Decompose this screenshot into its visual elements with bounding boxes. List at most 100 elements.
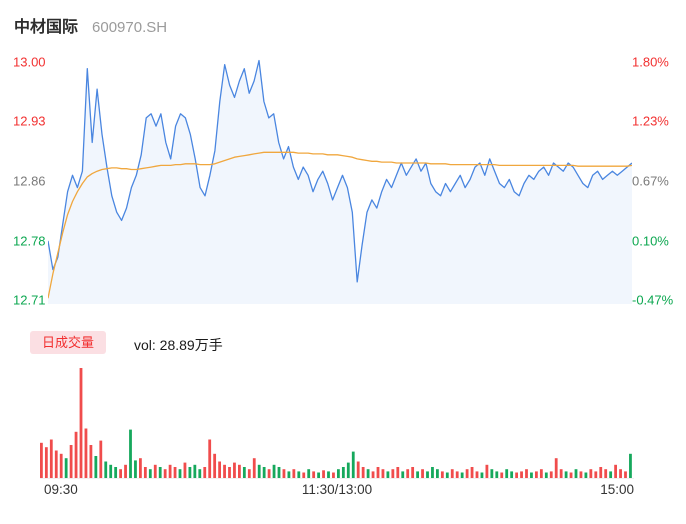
volume-bar	[124, 464, 127, 478]
volume-bar	[614, 464, 617, 478]
volume-bar	[604, 469, 608, 478]
volume-bar	[134, 460, 137, 478]
volume-bar	[609, 471, 613, 478]
volume-bar	[139, 458, 142, 478]
volume-bar	[44, 447, 48, 478]
volume-bar	[450, 469, 454, 478]
volume-bar	[436, 469, 439, 478]
volume-bar	[337, 469, 340, 478]
volume-bar	[391, 469, 395, 478]
volume-bar	[198, 469, 202, 478]
volume-bar	[421, 469, 424, 478]
volume-bar	[579, 471, 583, 478]
volume-bar	[158, 467, 162, 478]
price-axis-label: 12.71	[13, 292, 46, 308]
volume-bar	[401, 471, 405, 478]
volume-total-label: vol: 28.89万手	[134, 337, 223, 353]
volume-bar	[208, 439, 212, 478]
volume-bar	[40, 442, 43, 478]
volume-bar	[114, 467, 118, 478]
volume-bar	[351, 451, 355, 478]
volume-bar	[173, 467, 177, 478]
volume-bar	[539, 469, 543, 478]
volume-bar	[267, 469, 271, 478]
price-line	[48, 59, 632, 283]
volume-bar	[302, 472, 306, 478]
volume-bar	[619, 469, 622, 478]
volume-bar	[455, 471, 459, 478]
volume-bar	[510, 471, 514, 478]
volume-bar	[64, 458, 68, 478]
volume-bar	[440, 471, 444, 478]
volume-bar	[49, 439, 53, 478]
volume-bar	[79, 368, 83, 478]
percent-axis-label: 1.80%	[632, 54, 669, 70]
volume-bar	[317, 472, 320, 478]
volume-bar	[549, 471, 553, 478]
volume-bar	[584, 472, 588, 478]
volume-bar	[109, 464, 113, 478]
volume-bar	[228, 467, 231, 478]
volume-bar	[218, 461, 221, 478]
volume-bar	[183, 462, 187, 478]
volume-bar	[515, 472, 518, 478]
percent-axis-label: -0.47%	[632, 292, 674, 308]
volume-bar	[460, 472, 464, 478]
volume-bar	[465, 469, 469, 478]
volume-bar	[59, 453, 63, 478]
volume-bar	[426, 471, 429, 478]
price-chart[interactable]	[48, 58, 632, 304]
volume-bar	[490, 469, 494, 478]
volume-bar	[94, 456, 98, 478]
volume-bar	[356, 461, 360, 478]
volume-bar	[530, 472, 533, 478]
volume-bar	[361, 467, 365, 478]
volume-bar	[119, 469, 122, 478]
volume-bar	[500, 472, 504, 478]
volume-bar	[485, 464, 489, 478]
volume-bar	[332, 472, 335, 478]
volume-bar	[569, 472, 573, 478]
volume-bar	[223, 464, 226, 478]
volume-bar	[559, 469, 563, 478]
volume-bar	[396, 467, 400, 478]
volume-bar	[480, 472, 484, 478]
volume-bar	[411, 467, 415, 478]
volume-bar	[371, 471, 375, 478]
volume-tab[interactable]: 日成交量	[30, 331, 107, 354]
volume-bar	[599, 467, 603, 478]
volume-bar	[475, 471, 479, 478]
volume-bar	[525, 469, 528, 478]
volume-bar	[292, 469, 296, 478]
volume-bar	[376, 467, 380, 478]
volume-bar	[322, 470, 325, 478]
volume-bar	[277, 467, 281, 478]
volume-bar	[178, 469, 182, 478]
volume-bar	[629, 453, 632, 478]
volume-bar	[564, 471, 568, 478]
volume-bar	[257, 464, 261, 478]
volume-bar	[445, 472, 449, 478]
volume-bar	[297, 471, 301, 478]
volume-bar	[346, 462, 350, 478]
volume-chart[interactable]	[40, 366, 634, 478]
volume-bar	[312, 471, 316, 478]
volume-bar	[238, 464, 241, 478]
volume-bar	[233, 462, 236, 478]
volume-baseline	[40, 478, 634, 479]
price-axis-label: 12.93	[13, 113, 46, 129]
time-axis-label-open: 09:30	[44, 482, 78, 497]
volume-bar	[470, 467, 474, 478]
volume-bar	[188, 467, 192, 478]
volume-bar	[193, 464, 197, 478]
volume-bar	[416, 471, 419, 478]
volume-bar	[386, 471, 390, 478]
volume-bar	[307, 469, 311, 478]
volume-bar	[505, 469, 509, 478]
volume-svg	[40, 368, 632, 478]
volume-bar	[163, 469, 167, 478]
volume-bar	[589, 469, 593, 478]
time-axis-label-midday: 11:30/13:00	[301, 482, 373, 497]
stock-code: 600970.SH	[92, 19, 168, 36]
volume-bar	[594, 471, 598, 478]
